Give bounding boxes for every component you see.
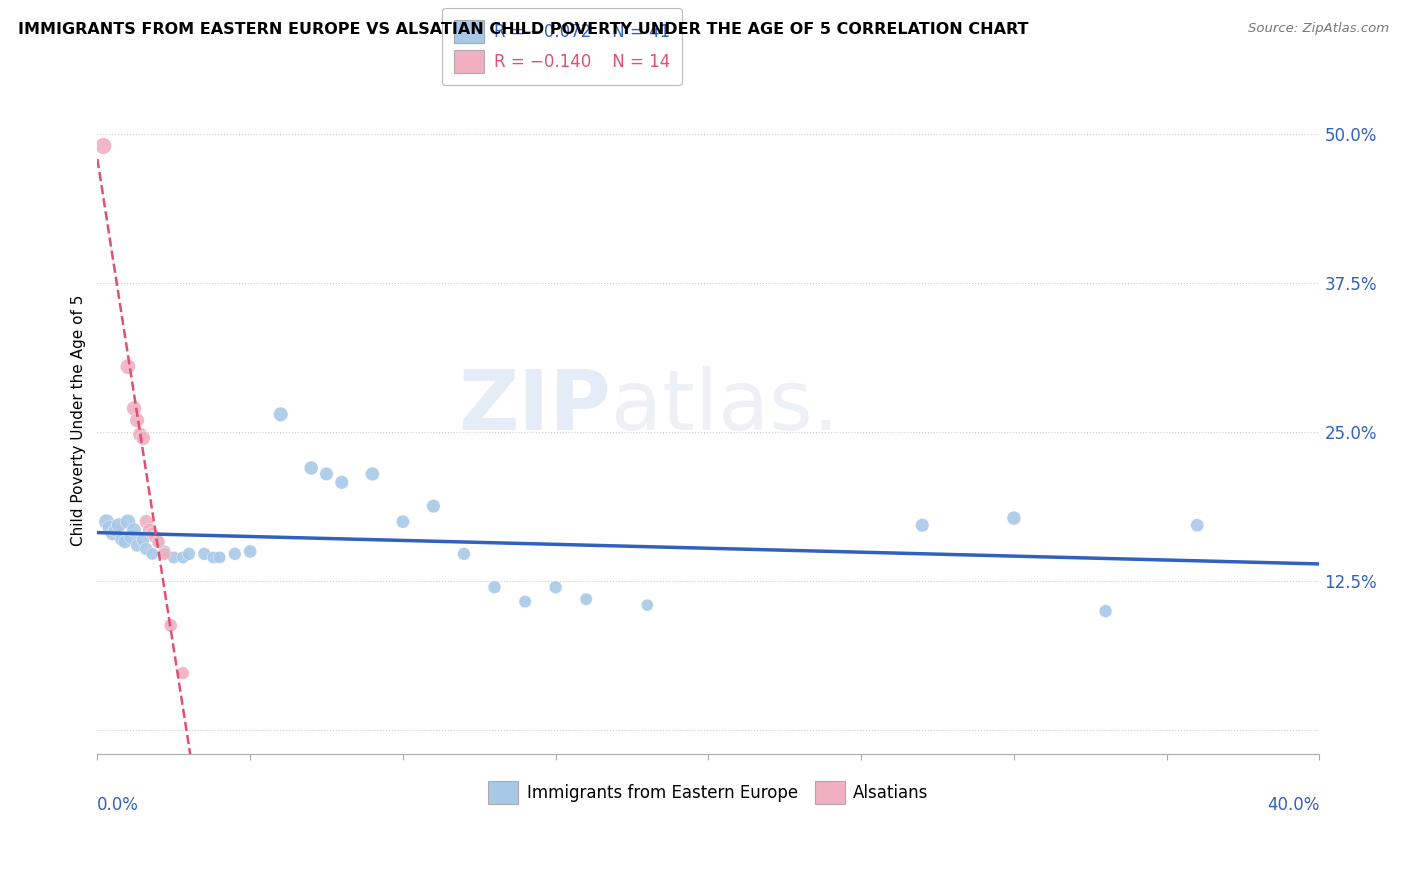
Point [120,530,142,544]
Point [129,427,152,442]
Point [575,592,598,607]
Point [270,407,292,421]
Point [330,475,353,490]
Point [98,520,121,534]
Point [96,515,118,529]
Y-axis label: Child Poverty Under the Age of 5: Child Poverty Under the Age of 5 [72,294,86,546]
Point [153,547,176,561]
Point [148,535,170,549]
Legend: Immigrants from Eastern Europe, Alsatians: Immigrants from Eastern Europe, Alsatian… [481,772,936,813]
Point [125,539,148,553]
Point [172,666,194,681]
Point [148,535,170,549]
Point [117,359,139,374]
Point [122,401,145,416]
Point [177,547,200,561]
Text: IMMIGRANTS FROM EASTERN EUROPE VS ALSATIAN CHILD POVERTY UNDER THE AGE OF 5 CORR: IMMIGRANTS FROM EASTERN EUROPE VS ALSATI… [18,22,1029,37]
Point [544,580,567,594]
Point [172,550,194,565]
Point [513,594,536,608]
Point [361,467,384,481]
Text: atlas.: atlas. [610,367,839,448]
Point [239,544,262,558]
Point [135,542,157,557]
Point [111,533,134,547]
Point [1002,511,1025,525]
Point [122,523,145,537]
Point [132,431,155,445]
Point [911,518,934,533]
Point [101,526,124,541]
Point [135,515,157,529]
Point [208,550,231,565]
Point [104,523,127,537]
Point [132,533,155,547]
Point [392,515,415,529]
Point [453,547,475,561]
Point [224,547,246,561]
Point [93,139,115,153]
Point [202,550,225,565]
Point [141,547,163,561]
Text: 0.0%: 0.0% [97,796,139,814]
Point [163,550,186,565]
Point [117,515,139,529]
Point [159,618,181,632]
Point [1187,518,1209,533]
Point [315,467,337,481]
Point [153,544,176,558]
Point [193,547,215,561]
Point [138,523,160,537]
Point [636,598,658,612]
Point [145,530,167,544]
Point [299,461,322,475]
Text: Source: ZipAtlas.com: Source: ZipAtlas.com [1249,22,1389,36]
Point [1094,604,1116,618]
Point [125,413,148,427]
Point [107,518,129,533]
Text: 40.0%: 40.0% [1267,796,1319,814]
Point [114,535,136,549]
Point [422,499,444,513]
Point [141,526,163,541]
Point [484,580,506,594]
Text: ZIP: ZIP [458,367,610,448]
